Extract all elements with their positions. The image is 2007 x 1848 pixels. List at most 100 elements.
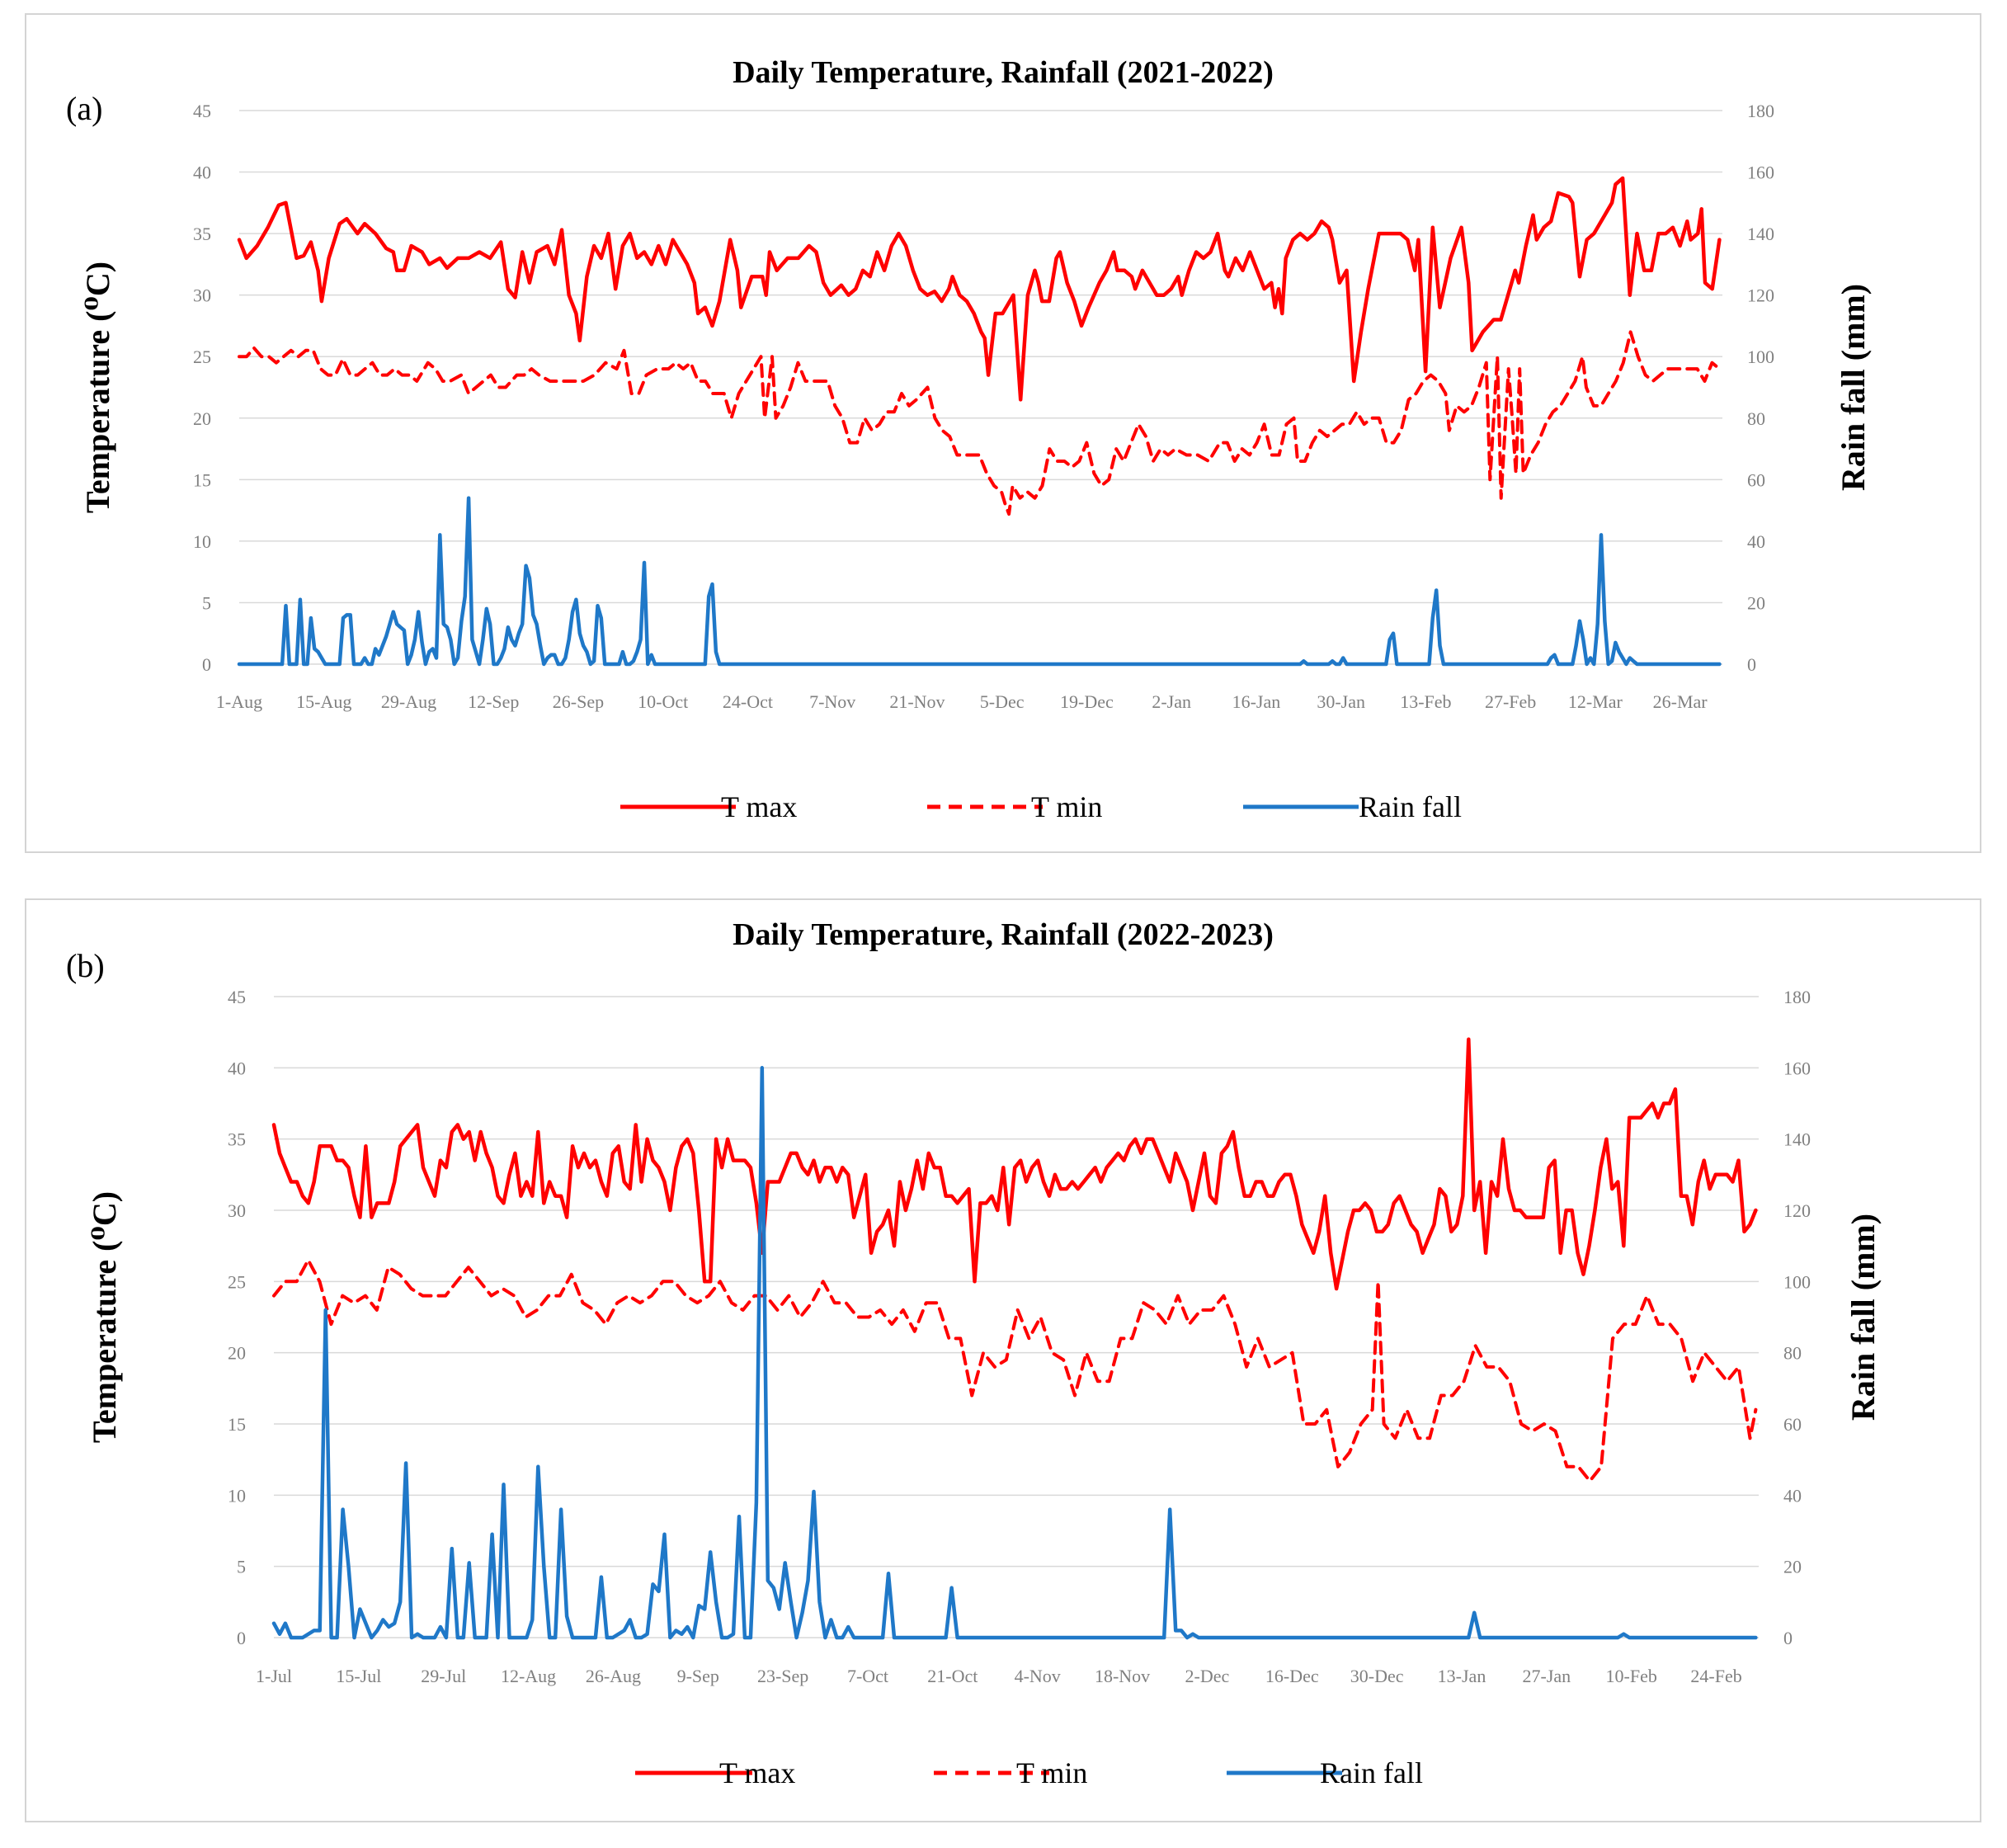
x-tick-label: 27-Feb [1485,691,1536,712]
x-tick-label: 15-Jul [336,1666,381,1686]
x-tick-label: 7-Nov [809,691,855,712]
y2-tick-label: 60 [1747,469,1765,490]
y-tick-label: 25 [193,346,211,367]
y2-tick-label: 100 [1783,1271,1811,1292]
x-tick-label: 12-Sep [468,691,519,712]
x-tick-label: 10-Feb [1606,1666,1657,1686]
x-tick-label: 5-Dec [980,691,1025,712]
series-line-t-min [272,1258,1758,1483]
y2-tick-label: 180 [1783,987,1811,1007]
x-tick-label: 2-Dec [1185,1666,1230,1686]
y-tick-label: 40 [228,1058,246,1078]
series-line-rain-fall [271,1066,1758,1640]
x-tick-label: 19-Dec [1060,691,1114,712]
y-axis-title: Temperature (⁰C) [86,1191,123,1443]
y-tick-label: 0 [202,654,211,675]
y2-tick-label: 80 [1783,1343,1802,1364]
series-line-t-min [238,330,1722,516]
x-tick-label: 1-Aug [216,691,262,712]
x-tick-label: 12-Aug [501,1666,556,1686]
x-tick-label: 1-Jul [256,1666,292,1686]
y2-tick-label: 0 [1747,654,1756,675]
y-tick-label: 15 [193,469,211,490]
x-tick-label: 18-Nov [1095,1666,1150,1686]
x-tick-label: 30-Dec [1350,1666,1404,1686]
y-tick-label: 20 [228,1343,246,1364]
x-tick-label: 16-Jan [1232,691,1281,712]
y-tick-label: 20 [193,408,211,429]
y2-tick-label: 140 [1783,1129,1811,1150]
chart-title: Daily Temperature, Rainfall (2021-2022) [733,55,1274,90]
legend-label-t-max: T max [719,1756,795,1789]
y-tick-label: 5 [202,592,211,613]
y-tick-label: 10 [193,531,211,552]
y2-tick-label: 40 [1747,531,1765,552]
series-line-rain-fall [237,496,1722,667]
y2-tick-label: 20 [1747,592,1765,613]
y2-tick-label: 80 [1747,408,1765,429]
y2-tick-label: 140 [1747,224,1774,244]
x-tick-label: 24-Oct [723,691,773,712]
legend-label-t-max: T max [721,790,797,823]
chart-panel-b: (b) Daily Temperature, Rainfall (2022-20… [25,898,1981,1822]
y-tick-label: 0 [237,1628,246,1648]
y-tick-label: 5 [237,1557,246,1577]
legend-label-t-min: T min [1016,1756,1087,1789]
x-tick-label: 7-Oct [847,1666,888,1686]
y-tick-label: 10 [228,1485,246,1506]
x-tick-label: 23-Sep [757,1666,808,1686]
y2-tick-label: 40 [1783,1485,1802,1506]
y2-axis-title: Rain fall (mm) [1835,284,1872,491]
chart-svg: 0 5 10 15 20 25 30 35 40 45 0 20 40 60 80 100 120 140 160 1… [79,101,1872,823]
legend-label-t-min: T min [1031,790,1102,823]
y2-tick-label: 160 [1783,1058,1811,1078]
y2-tick-label: 120 [1747,285,1774,306]
x-tick-label: 26-Sep [553,691,604,712]
x-tick-label: 13-Feb [1400,691,1451,712]
y2-tick-label: 180 [1747,101,1774,121]
x-tick-label: 15-Aug [296,691,351,712]
y2-axis-title: Rain fall (mm) [1844,1214,1882,1421]
y-tick-label: 35 [193,224,211,244]
x-tick-label: 10-Oct [638,691,688,712]
y2-tick-label: 60 [1783,1414,1802,1435]
x-tick-label: 30-Jan [1317,691,1365,712]
x-tick-label: 29-Aug [381,691,436,712]
x-tick-label: 29-Jul [421,1666,466,1686]
legend-label-rain-fall: Rain fall [1359,790,1462,823]
chart-title: Daily Temperature, Rainfall (2022-2023) [733,917,1274,952]
y-tick-label: 45 [228,987,246,1007]
x-tick-label: 27-Jan [1523,1666,1571,1686]
x-tick-label: 4-Nov [1015,1666,1061,1686]
y2-tick-label: 120 [1783,1200,1811,1221]
y-tick-label: 15 [228,1414,246,1435]
series-line-t-max [271,1037,1758,1291]
x-tick-label: 26-Mar [1653,691,1708,712]
chart-panel-a: (a) Daily Temperature, Rainfall (2021-20… [25,13,1981,853]
x-tick-label: 16-Dec [1265,1666,1319,1686]
y-axis-title: Temperature (⁰C) [79,262,116,513]
x-tick-label: 13-Jan [1438,1666,1486,1686]
y-tick-label: 45 [193,101,211,121]
x-tick-label: 12-Mar [1568,691,1623,712]
y-tick-label: 30 [228,1200,246,1221]
x-tick-label: 26-Aug [586,1666,641,1686]
x-tick-label: 21-Nov [889,691,945,712]
x-tick-label: 24-Feb [1690,1666,1741,1686]
x-tick-label: 9-Sep [677,1666,719,1686]
panel-label: (a) [66,90,103,127]
y-tick-label: 25 [228,1271,246,1292]
y2-tick-label: 160 [1747,163,1774,183]
legend-label-rain-fall: Rain fall [1320,1756,1423,1789]
panel-label: (b) [66,947,105,984]
chart-svg: 0 5 10 15 20 25 30 35 40 45 0 20 40 60 80 100 120 140 160 1… [86,987,1882,1789]
y2-tick-label: 20 [1783,1557,1802,1577]
series-line-t-max [237,176,1722,402]
y2-tick-label: 0 [1783,1628,1793,1648]
y-tick-label: 35 [228,1129,246,1150]
y-tick-label: 40 [193,163,211,183]
x-tick-label: 21-Oct [927,1666,978,1686]
y-tick-label: 30 [193,285,211,306]
y2-tick-label: 100 [1747,346,1774,367]
x-tick-label: 2-Jan [1152,691,1191,712]
